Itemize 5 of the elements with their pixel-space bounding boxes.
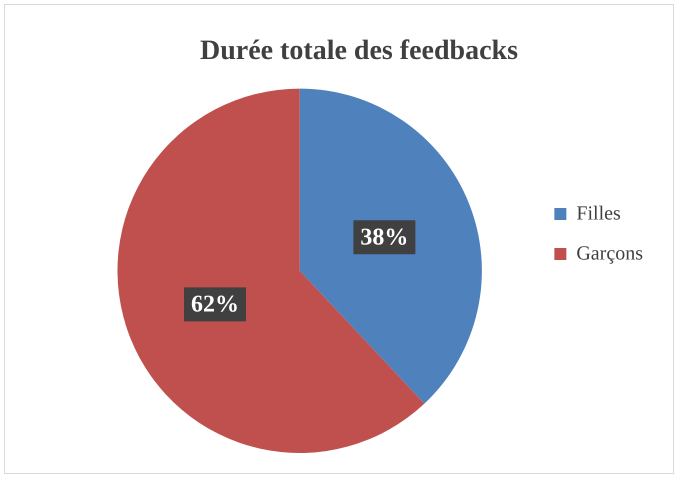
legend-label: Filles: [576, 202, 622, 224]
data-label: 38%: [360, 224, 408, 250]
data-label: 62%: [190, 292, 239, 318]
chart-title: Durée totale des feedbacks: [200, 35, 518, 66]
legend-label: Garçons: [576, 242, 644, 264]
